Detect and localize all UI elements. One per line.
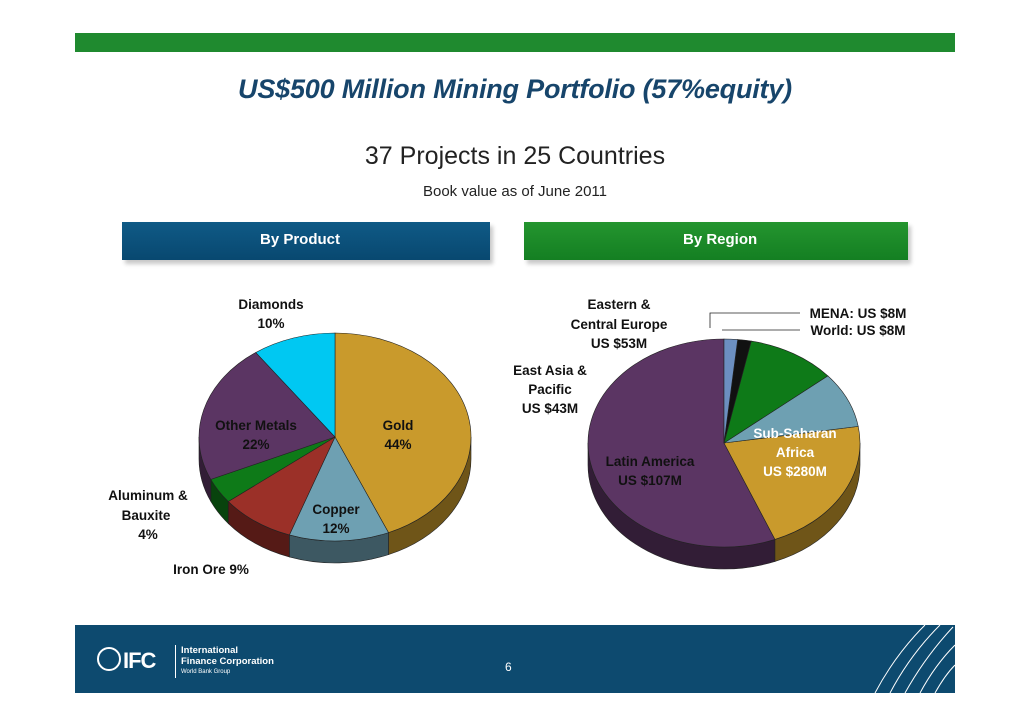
by-product-pie: Gold 44% Copper 12% Iron Ore 9% Aluminum & Bau… [108, 297, 472, 577]
other-metals-label: 22% [242, 437, 269, 452]
sub-saharan-africa-label: US $280M [763, 464, 827, 479]
aluminum-bauxite-label: 4% [138, 527, 158, 542]
by-region-header: By Region [524, 222, 908, 260]
mena-leader-line [709, 312, 800, 328]
copper-label: Copper [312, 502, 360, 517]
world-label: World: US $8M [810, 323, 905, 338]
ifc-logo-text: IFC [123, 648, 156, 673]
book-value-note: Book value as of June 2011 [422, 183, 608, 200]
by-product-header: By Product [122, 222, 490, 260]
world-slice [723, 338, 739, 444]
globe-icon [97, 647, 121, 671]
footer-bar: IFC International Finance Corporation Wo… [75, 625, 955, 693]
slide-subtitle: 37 Projects in 25 Countries [364, 142, 666, 170]
by-product-label: By Product [260, 231, 341, 248]
top-accent-bar [75, 33, 955, 52]
latin-america-label: Latin America [606, 454, 695, 469]
diamonds-label: Diamonds [238, 297, 303, 312]
aluminum-bauxite-label: Aluminum & [108, 488, 188, 503]
page-number: 6 [505, 660, 512, 674]
org-line-1: International [181, 645, 239, 656]
other-metals-label: Other Metals [215, 418, 297, 433]
aluminum-bauxite-label: Bauxite [122, 508, 171, 523]
sub-saharan-africa-label: Sub-Saharan [753, 426, 836, 441]
diamonds-label: 10% [257, 316, 284, 331]
gold-label: 44% [384, 437, 411, 452]
sub-saharan-africa-label: Africa [776, 445, 815, 460]
decorative-stripes [874, 625, 955, 693]
eastern-central-europe-label: Central Europe [571, 317, 668, 332]
ifc-org-name: International Finance Corporation World … [175, 645, 274, 678]
east-asia-pacific-label: US $43M [522, 401, 578, 416]
east-asia-pacific-label: Pacific [528, 382, 572, 397]
eastern-central-europe-slice [723, 340, 829, 444]
org-line-2: Finance Corporation [181, 656, 274, 667]
east-asia-pacific-label: East Asia & [513, 363, 587, 378]
by-region-pie: Sub-Saharan Africa US $280M Latin America US… [513, 297, 907, 570]
ifc-logo-mark: IFC [97, 647, 156, 674]
org-line-3: World Bank Group [181, 669, 231, 675]
sub-saharan-africa-slice [587, 338, 776, 548]
eastern-central-europe-label: Eastern & [587, 297, 650, 312]
diamonds-slice [255, 332, 336, 438]
copper-slice [288, 436, 389, 542]
latin-america-label: US $107M [618, 473, 682, 488]
ifc-logo: IFC International Finance Corporation Wo… [97, 645, 297, 678]
copper-label: 12% [322, 521, 349, 536]
gold-slice [334, 332, 472, 533]
iron-ore-label: Iron Ore 9% [173, 562, 249, 577]
latin-america-slice [723, 426, 861, 540]
other-metals-slice [198, 352, 336, 480]
mena-label: MENA: US $8M [810, 306, 907, 321]
eastern-central-europe-label: US $53M [591, 336, 647, 351]
slide-title: US$500 Million Mining Portfolio (57%equi… [238, 74, 792, 104]
by-region-label: By Region [683, 231, 758, 248]
gold-label: Gold [383, 418, 414, 433]
